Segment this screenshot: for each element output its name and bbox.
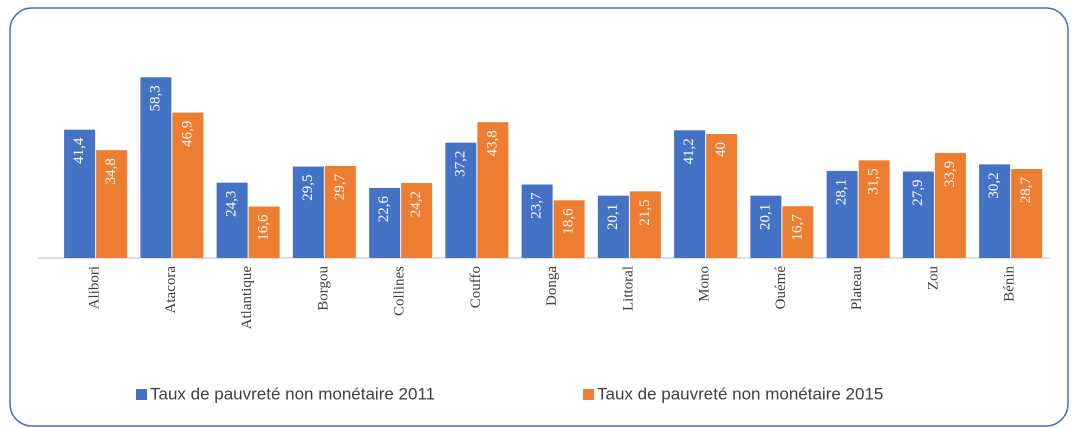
data-label: 18,6: [561, 208, 577, 235]
bar: [934, 152, 966, 258]
data-label: 16,6: [256, 214, 272, 241]
bar: [477, 122, 509, 258]
legend-label: Taux de pauvreté non monétaire 2011: [150, 384, 435, 403]
bar: [706, 134, 738, 258]
data-label: 21,5: [637, 199, 653, 225]
x-tick-label: Collines: [392, 266, 408, 316]
data-label: 22,6: [376, 195, 392, 222]
bar: [401, 182, 433, 258]
x-tick-label: Littoral: [620, 266, 636, 311]
data-label: 37,2: [452, 151, 468, 177]
data-label: 43,8: [484, 130, 500, 156]
bar: [782, 206, 814, 258]
bar: [292, 166, 324, 258]
bar: [858, 160, 890, 258]
bar: [96, 150, 128, 258]
data-label: 28,7: [1018, 177, 1034, 204]
data-label: 41,4: [71, 137, 87, 164]
bar: [597, 195, 629, 258]
bar: [826, 170, 858, 258]
data-label: 41,2: [681, 138, 697, 164]
bar: [64, 129, 96, 258]
bar: [902, 171, 934, 258]
x-tick-label: Plateau: [849, 266, 865, 311]
data-label: 23,7: [529, 192, 545, 219]
legend-swatch: [136, 389, 147, 400]
data-label: 20,1: [757, 204, 773, 230]
bar: [979, 164, 1011, 258]
x-tick-label: Donga: [544, 266, 560, 306]
bar: [521, 184, 553, 258]
x-tick-label: Alibori: [87, 266, 103, 309]
x-tick-label: Borgou: [315, 266, 331, 311]
data-label: 31,5: [866, 168, 882, 194]
bar: [629, 191, 661, 258]
bar: [140, 77, 172, 259]
x-tick-label: Couffo: [468, 266, 484, 308]
bar: [369, 187, 401, 258]
x-tick-label: Zou: [925, 266, 941, 291]
data-label: 20,1: [605, 204, 621, 230]
bar: [172, 112, 204, 258]
bar: [553, 200, 585, 258]
x-tick-label: Bénin: [1002, 266, 1018, 302]
bar: [674, 130, 706, 258]
data-label: 27,9: [910, 180, 926, 206]
bar: [750, 195, 782, 258]
x-tick-label: Mono: [697, 266, 713, 302]
legend-swatch: [583, 389, 594, 400]
bar: [248, 206, 280, 258]
bar: [216, 182, 248, 258]
data-label: 24,3: [224, 191, 240, 217]
x-tick-label: Ouémé: [773, 266, 789, 310]
data-label: 58,3: [147, 85, 163, 111]
data-label: 16,7: [789, 214, 805, 241]
x-tick-label: Atacora: [163, 266, 179, 314]
bar: [324, 165, 356, 258]
data-label: 29,5: [300, 175, 316, 201]
legend-label: Taux de pauvreté non monétaire 2015: [597, 384, 883, 403]
data-label: 40: [713, 142, 729, 157]
data-label: 28,1: [834, 179, 850, 205]
data-label: 33,9: [942, 161, 958, 187]
data-label: 34,8: [103, 158, 119, 184]
bar: [1011, 169, 1043, 258]
x-tick-label: Atlantique: [239, 266, 255, 330]
data-label: 46,9: [179, 121, 195, 147]
data-label: 29,7: [332, 173, 348, 200]
data-label: 24,2: [408, 191, 424, 217]
bar: [445, 142, 477, 258]
data-label: 30,2: [986, 172, 1002, 198]
